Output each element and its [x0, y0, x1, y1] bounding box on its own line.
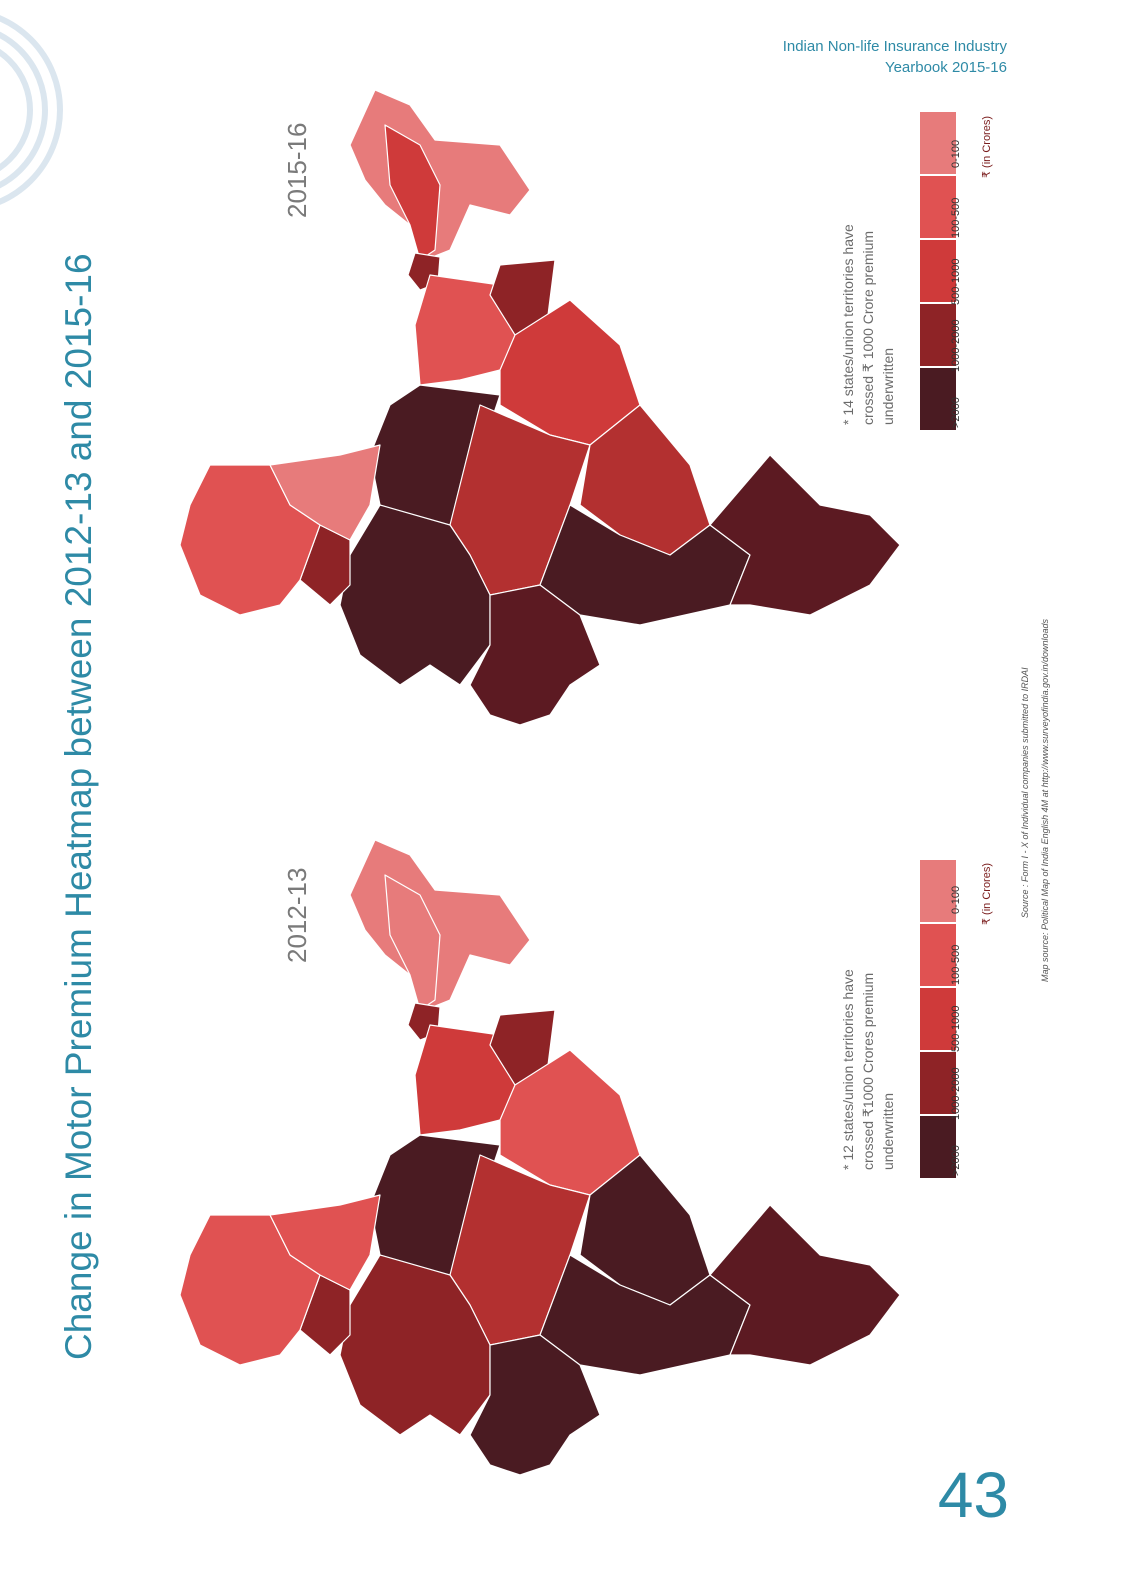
region-east-coast	[709, 1204, 901, 1366]
legend-2015-16	[920, 112, 956, 432]
yearbook-header: Indian Non-life Insurance Industry Yearb…	[783, 36, 1007, 78]
header-line-1: Indian Non-life Insurance Industry	[782, 38, 1007, 55]
legend-label: 500-1000	[950, 258, 962, 306]
data-source: Source : Form I - X of Individual compan…	[1020, 667, 1030, 918]
region-southwest	[339, 504, 491, 686]
legend-swatch-0-100	[920, 860, 956, 922]
legend-swatch-over-2000	[920, 368, 956, 430]
legend-label: 100-500	[950, 197, 962, 238]
legend-swatch-0-100	[920, 112, 956, 174]
legend-label: 0-100	[950, 885, 962, 914]
decorative-arcs	[0, 15, 63, 205]
legend-swatch-100-500	[920, 924, 956, 986]
legend-label: 0-100	[950, 139, 962, 168]
legend-label: 100-500	[950, 944, 962, 985]
legend-label: 1000-2000	[950, 1067, 962, 1120]
region-north-hills	[349, 89, 531, 261]
legend-2012-13	[920, 860, 956, 1180]
legend-swatch-500-1000	[920, 240, 956, 302]
legend-swatch-over-2000	[920, 1116, 956, 1178]
legend-swatch-500-1000	[920, 988, 956, 1050]
india-heatmap-2012-13	[179, 839, 901, 1476]
region-southeast	[469, 584, 601, 726]
legend-label: 500-1000	[950, 1005, 962, 1053]
legend-unit: ₹ (in Crores)	[981, 115, 993, 178]
map-source: Map source: Political Map of India Engli…	[1040, 618, 1050, 982]
legend-swatch-1000-2000	[920, 1052, 956, 1114]
legend-label: 1000-2000	[950, 319, 962, 372]
legend-label: >2000	[950, 1145, 962, 1176]
region-southwest	[339, 1254, 491, 1436]
legend-label: >2000	[950, 397, 962, 428]
india-heatmap-2015-16	[179, 89, 901, 726]
region-north-hills	[349, 839, 531, 1011]
region-west-central-light	[269, 1194, 381, 1291]
legend-swatch-100-500	[920, 176, 956, 238]
legend-swatch-1000-2000	[920, 304, 956, 366]
legend-unit: ₹ (in Crores)	[981, 862, 993, 925]
map-note-2012-13: * 12 states/union territories have cross…	[840, 969, 896, 1170]
page-title: Change in Motor Premium Heatmap between …	[58, 253, 99, 1360]
region-east-coast	[709, 454, 901, 616]
region-southeast	[469, 1334, 601, 1476]
page-number: 43	[937, 1459, 1009, 1531]
header-line-2: Yearbook 2015-16	[884, 59, 1007, 76]
map-note-2015-16: * 14 states/union territories have cross…	[840, 224, 896, 425]
region-west-central-light	[269, 444, 381, 541]
